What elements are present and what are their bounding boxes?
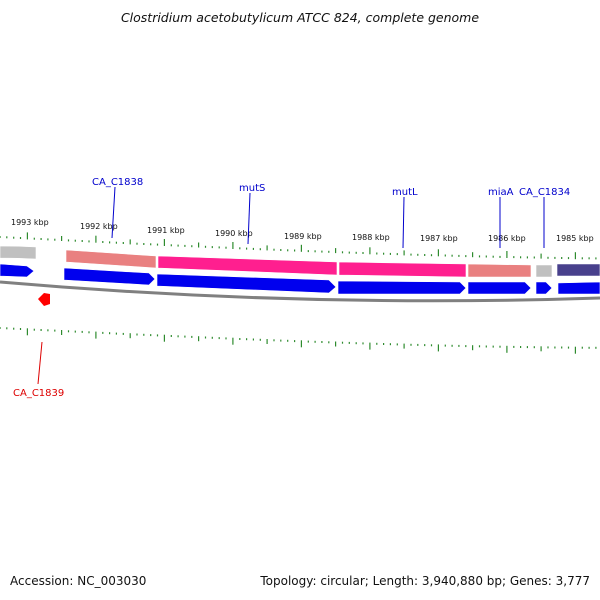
inner-tick-marks — [0, 327, 597, 354]
scale-label: 1989 kbp — [284, 232, 322, 241]
scale-label: 1991 kbp — [147, 226, 185, 235]
map-title: Clostridium acetobutylicum ATCC 824, com… — [120, 10, 480, 25]
forward-cds-0[interactable] — [0, 263, 35, 278]
label-leaders — [37, 186, 545, 385]
gene-miaa[interactable] — [467, 263, 532, 278]
topology-summary: Topology: circular; Length: 3,940,880 bp… — [260, 574, 590, 588]
indigo-gene[interactable] — [556, 263, 600, 277]
grey-gene-right[interactable] — [535, 264, 553, 278]
scale-labels: 1993 kbp 1992 kbp 1991 kbp 1990 kbp 1989 kbp… — [11, 218, 594, 243]
leader-muts — [247, 192, 251, 245]
scale-label: 1986 kbp — [488, 234, 526, 243]
forward-cds-1[interactable] — [63, 267, 156, 286]
forward-cds-2[interactable] — [156, 273, 337, 294]
scale-label: 1990 kbp — [215, 229, 253, 238]
label-ca-c1839: CA_C1839 — [13, 388, 64, 399]
label-mutl: mutL — [392, 187, 418, 198]
feature-labels: CA_C1838 mutS mutL miaA CA_C1834 CA_C183… — [13, 177, 570, 399]
scale-label: 1992 kbp — [80, 222, 118, 231]
accession-text: Accession: NC_003030 — [10, 574, 147, 588]
outer-tick-marks — [0, 232, 597, 260]
forward-cds-3[interactable] — [337, 280, 467, 295]
scale-label: 1987 kbp — [420, 234, 458, 243]
label-miaa: miaA — [488, 187, 514, 198]
reverse-cds-marker[interactable] — [38, 293, 50, 306]
gene-ca-c1838[interactable] — [65, 249, 157, 269]
forward-cds-6[interactable] — [557, 281, 600, 295]
label-muts: mutS — [239, 183, 265, 194]
scale-label: 1985 kbp — [556, 234, 594, 243]
gene-muts[interactable] — [157, 255, 338, 276]
genome-backbone — [0, 280, 600, 303]
label-ca-c1838: CA_C1838 — [92, 177, 143, 188]
grey-gene-left[interactable] — [0, 245, 37, 260]
feature-track — [0, 245, 600, 306]
leader-mutl — [402, 196, 405, 249]
gene-mutl[interactable] — [338, 261, 467, 278]
forward-cds-5[interactable] — [535, 281, 553, 295]
leader-ca-c1839 — [37, 341, 43, 385]
label-ca-c1834: CA_C1834 — [519, 187, 570, 198]
leader-ca-c1838 — [111, 186, 116, 239]
scale-label: 1988 kbp — [352, 233, 390, 242]
scale-label: 1993 kbp — [11, 218, 49, 227]
forward-cds-4[interactable] — [467, 281, 532, 295]
